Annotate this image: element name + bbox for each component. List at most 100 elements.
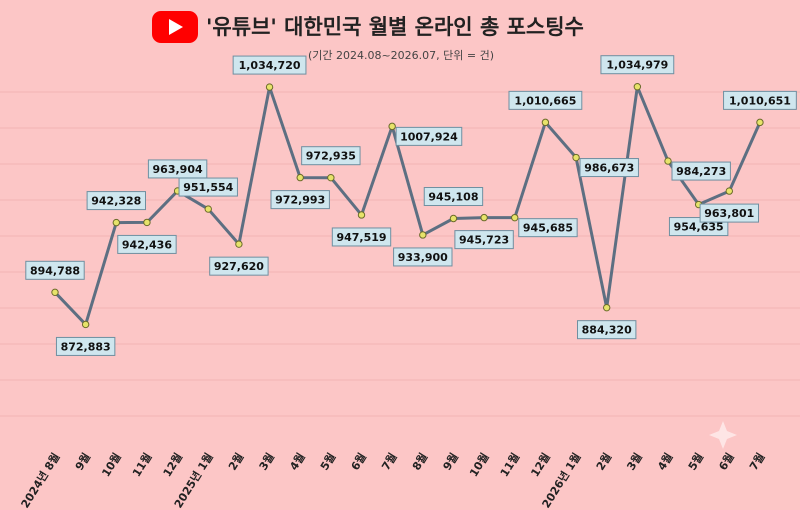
data-label-text: 945,723 bbox=[459, 234, 509, 247]
data-label-text: 872,883 bbox=[61, 340, 111, 353]
data-label: 1,034,720 bbox=[232, 55, 307, 75]
series-line bbox=[53, 85, 762, 326]
data-label-box bbox=[117, 234, 177, 254]
data-point bbox=[81, 320, 90, 329]
data-label: 933,900 bbox=[393, 247, 453, 267]
data-label-box bbox=[699, 203, 759, 223]
x-tick-label: 2월 bbox=[593, 450, 614, 472]
data-label: 963,801 bbox=[699, 203, 759, 223]
data-label-box bbox=[301, 146, 361, 166]
data-label-text: 954,635 bbox=[674, 221, 724, 234]
data-label-text: 945,685 bbox=[523, 222, 573, 235]
data-point bbox=[51, 288, 59, 297]
data-point bbox=[357, 211, 366, 219]
data-point bbox=[572, 153, 580, 162]
data-label: 1,010,651 bbox=[723, 90, 797, 110]
data-point bbox=[725, 187, 733, 195]
data-label: 947,519 bbox=[331, 227, 392, 247]
data-point bbox=[541, 118, 550, 127]
chart-subtitle: (기간 2024.08~2026.07, 단위 = 건) bbox=[308, 49, 494, 62]
data-label: 927,620 bbox=[209, 256, 269, 276]
data-point bbox=[511, 213, 519, 222]
data-label-box bbox=[147, 159, 208, 179]
data-point bbox=[419, 231, 427, 239]
data-label-text: 933,900 bbox=[398, 251, 448, 264]
x-tick-label: 5월 bbox=[317, 450, 338, 472]
x-tick-label: 12월 bbox=[160, 450, 185, 479]
data-label-box bbox=[55, 336, 116, 356]
data-label: 984,273 bbox=[671, 161, 731, 181]
data-label-box bbox=[671, 161, 731, 181]
x-tick-label: 7월 bbox=[378, 450, 399, 472]
data-label-box bbox=[232, 55, 307, 75]
data-point bbox=[235, 240, 243, 248]
data-label-box bbox=[577, 320, 637, 340]
x-tick-label: 11월 bbox=[129, 450, 154, 479]
data-point bbox=[480, 213, 488, 222]
data-label-text: 972,993 bbox=[275, 194, 325, 207]
data-point bbox=[296, 173, 304, 182]
x-tick-label: 11월 bbox=[497, 450, 522, 479]
data-label-text: 1,034,979 bbox=[606, 59, 668, 72]
data-label-text: 1,010,651 bbox=[729, 94, 791, 107]
data-label-text: 894,788 bbox=[30, 264, 80, 277]
data-label-box bbox=[25, 260, 85, 280]
plot-area: 894,788 872,883 942,328 942,436 963,904 951,5… bbox=[25, 55, 797, 356]
data-label-text: 884,320 bbox=[582, 324, 632, 337]
data-label-text: 986,673 bbox=[584, 162, 634, 175]
data-label-text: 972,935 bbox=[306, 150, 356, 163]
data-point bbox=[388, 122, 396, 131]
data-label-box bbox=[331, 227, 392, 247]
x-tick-label: 6월 bbox=[348, 450, 369, 472]
data-point bbox=[449, 214, 458, 223]
x-tick-label: 3월 bbox=[256, 450, 277, 472]
data-label-box bbox=[393, 247, 453, 267]
x-tick-label: 2024년 8월 bbox=[18, 450, 63, 510]
chart-title: '유튜브' 대한민국 월별 온라인 총 포스팅수 bbox=[206, 15, 584, 39]
x-tick-label: 9월 bbox=[440, 450, 461, 472]
data-label-box bbox=[209, 256, 269, 276]
data-label: 945,108 bbox=[423, 187, 484, 207]
data-label: 942,328 bbox=[86, 191, 146, 211]
data-label-text: 945,108 bbox=[428, 191, 478, 204]
data-label-box bbox=[600, 55, 675, 75]
x-tick-label: 10월 bbox=[466, 450, 491, 479]
data-label-box bbox=[270, 190, 330, 210]
data-label-text: 1,010,665 bbox=[514, 94, 576, 107]
x-tick-label: 4월 bbox=[286, 450, 307, 472]
x-tick-label: 7월 bbox=[746, 450, 767, 472]
chart-header: '유튜브' 대한민국 월별 온라인 총 포스팅수 (기간 2024.08~202… bbox=[152, 11, 584, 62]
data-label-text: 1007,924 bbox=[400, 130, 458, 143]
data-label-text: 942,328 bbox=[91, 195, 141, 208]
data-label-text: 927,620 bbox=[214, 260, 264, 273]
x-tick-label: 6월 bbox=[716, 450, 737, 472]
data-label: 884,320 bbox=[577, 320, 637, 340]
data-label-box bbox=[178, 177, 238, 197]
x-tick-label: 10월 bbox=[98, 450, 123, 479]
data-label: 1007,924 bbox=[395, 126, 463, 146]
sparkle-icon bbox=[709, 421, 737, 449]
data-label-text: 951,554 bbox=[183, 181, 233, 194]
data-label: 945,685 bbox=[518, 218, 578, 238]
data-label: 972,935 bbox=[301, 146, 361, 166]
data-label-text: 963,801 bbox=[704, 207, 754, 220]
data-label-box bbox=[395, 126, 463, 146]
data-label-text: 984,273 bbox=[676, 165, 726, 178]
data-label: 1,034,979 bbox=[600, 55, 675, 75]
data-label: 894,788 bbox=[25, 260, 85, 280]
data-label-text: 963,904 bbox=[153, 163, 203, 176]
data-point bbox=[664, 157, 672, 165]
data-point bbox=[327, 173, 335, 182]
data-label-text: 947,519 bbox=[336, 231, 386, 244]
data-label: 872,883 bbox=[55, 336, 116, 356]
data-label-box bbox=[518, 218, 578, 238]
data-label-text: 942,436 bbox=[122, 238, 172, 251]
data-label: 986,673 bbox=[579, 158, 639, 178]
data-label-box bbox=[86, 191, 146, 211]
x-tick-label: 8월 bbox=[409, 450, 430, 472]
data-label-box bbox=[508, 90, 583, 110]
data-label: 1,010,665 bbox=[508, 90, 583, 110]
data-label: 963,904 bbox=[147, 159, 208, 179]
youtube-logo-icon bbox=[152, 11, 198, 43]
